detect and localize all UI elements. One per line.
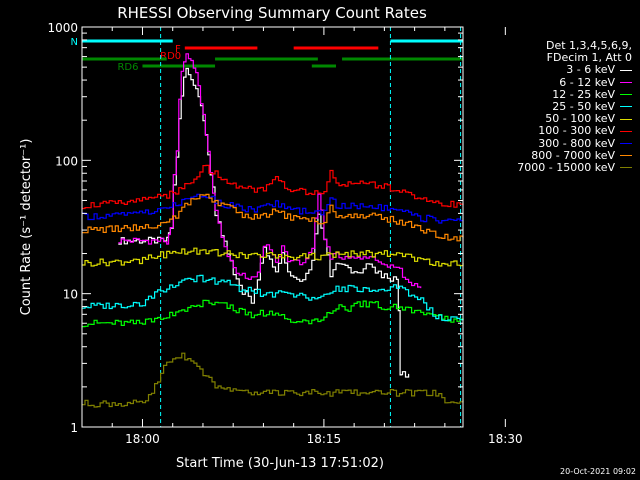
legend-label: 25 - 50 keV — [552, 99, 615, 113]
legend-swatch — [620, 143, 632, 144]
y-tick-label: 100 — [55, 154, 78, 168]
series-line — [82, 274, 464, 322]
legend-label: 7000 - 15000 keV — [517, 160, 615, 174]
legend-entry: 6 - 12 keV — [470, 75, 632, 89]
footer-timestamp: 20-Oct-2021 09:02 — [560, 467, 636, 476]
y-tick-label: 1000 — [47, 21, 78, 35]
legend-entry: 3 - 6 keV — [470, 64, 632, 76]
plot-frame — [81, 26, 464, 428]
legend-entry: 50 - 100 keV — [470, 113, 632, 125]
x-tick-label: 18:00 — [125, 432, 160, 446]
legend-label: 6 - 12 keV — [559, 75, 615, 89]
y-axis-label: Count Rate (s⁻¹ detector⁻¹) — [19, 139, 34, 316]
legend-swatch — [620, 69, 632, 71]
y-axis-ticks: 1 10 100 1000 — [47, 21, 463, 435]
legend-entry: 800 - 7000 keV — [470, 148, 632, 162]
chart-title: RHESSI Observing Summary Count Rates — [117, 4, 427, 22]
legend-entry: 7000 - 15000 keV — [470, 160, 632, 174]
legend-header-line-1: Det 1,3,4,5,6,9, — [545, 39, 632, 52]
flag-label: F — [175, 44, 181, 55]
x-axis-label: Start Time (30-Jun-13 17:51:02) — [176, 456, 384, 471]
legend-label: 100 - 300 keV — [538, 124, 615, 138]
y-tick-label: 10 — [63, 288, 78, 302]
flag-label: N — [71, 37, 78, 48]
series-line — [118, 53, 422, 289]
legend-label: 50 - 100 keV — [545, 112, 615, 126]
legend-swatch — [620, 82, 632, 84]
series-line — [82, 299, 464, 328]
vertical-markers — [160, 27, 462, 427]
legend-entry: 25 - 50 keV — [470, 99, 632, 113]
y-tick-label: 1 — [70, 421, 78, 435]
legend-entry: 300 - 800 keV — [470, 136, 632, 150]
legend-swatch — [620, 94, 632, 96]
flag-label: RD0 — [160, 51, 181, 62]
legend: Det 1,3,4,5,6,9, FDecim 1, Att 0 3 - 6 k… — [470, 39, 632, 174]
flag-label: RD6 — [117, 62, 138, 73]
legend-swatch — [620, 106, 632, 108]
legend-label: 12 - 25 keV — [552, 87, 615, 101]
legend-swatch — [620, 155, 632, 157]
series-line — [82, 164, 464, 210]
legend-label: 800 - 7000 keV — [531, 148, 615, 162]
legend-swatch — [620, 167, 632, 169]
series-line — [82, 352, 464, 408]
legend-swatch — [620, 118, 632, 120]
legend-entry: 100 - 300 keV — [470, 125, 632, 137]
legend-header-line-2: FDecim 1, Att 0 — [546, 51, 632, 65]
legend-swatch — [620, 130, 632, 132]
legend-label: 3 - 6 keV — [566, 63, 615, 77]
legend-entry: 12 - 25 keV — [470, 87, 632, 101]
x-tick-label: 18:15 — [307, 432, 342, 446]
series-line — [82, 193, 464, 242]
legend-label: 300 - 800 keV — [538, 136, 615, 150]
series-line — [82, 247, 464, 267]
series-lines — [82, 53, 464, 408]
series-line — [82, 193, 464, 224]
x-tick-label: 18:30 — [488, 432, 523, 446]
